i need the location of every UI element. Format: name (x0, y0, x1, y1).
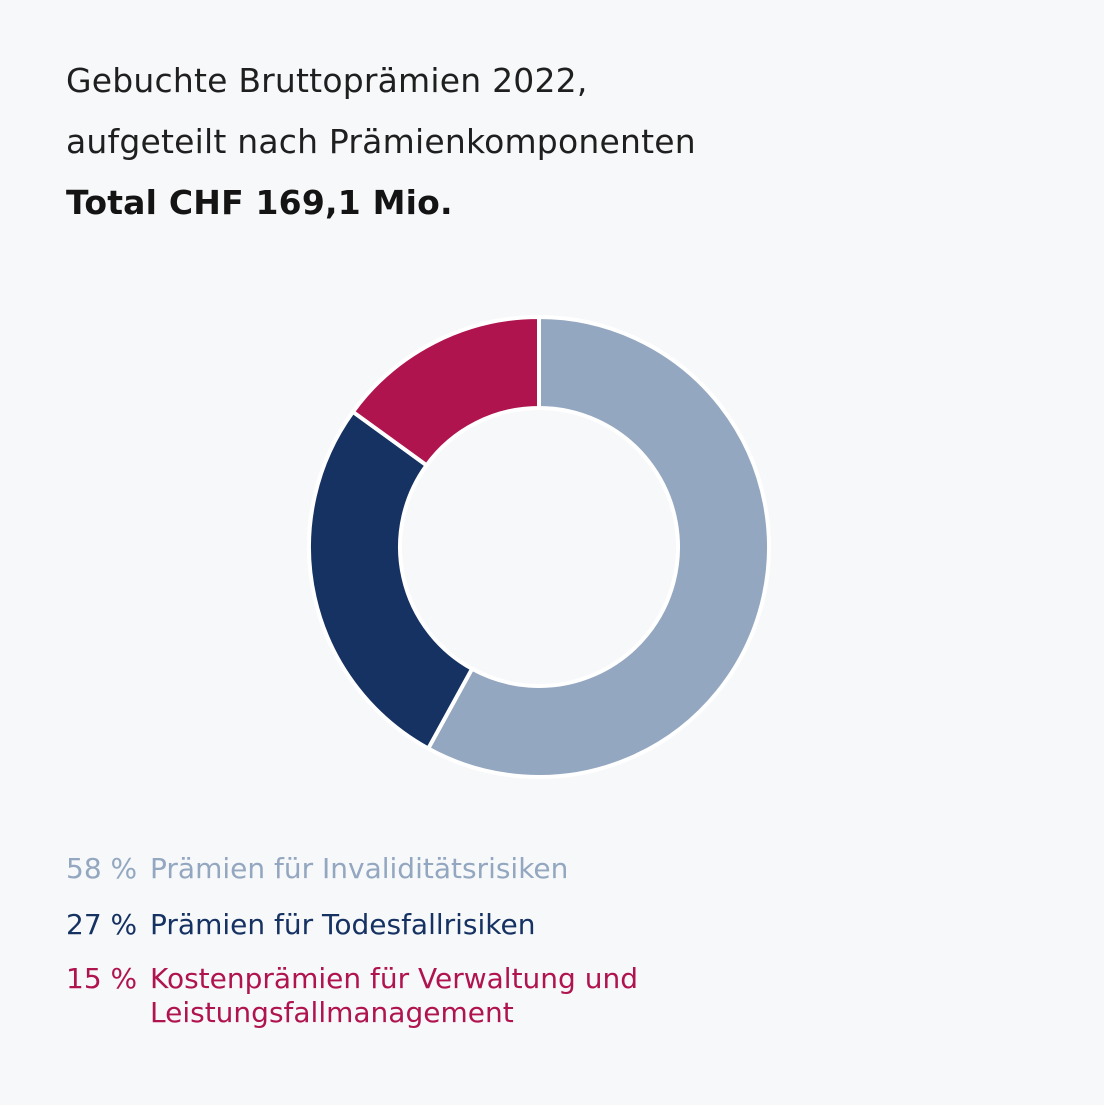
donut-slice-invaliditaet (425, 314, 771, 779)
legend-value: 58 % (66, 852, 138, 885)
chart-subtitle: aufgeteilt nach Prämienkomponenten (66, 122, 696, 161)
legend-value: 27 % (66, 908, 138, 941)
donut-slice-kosten (350, 314, 541, 469)
legend-item-kosten: 15 % Kostenprämien für Verwaltung und Lei… (66, 962, 710, 1030)
legend-label: Prämien für Invaliditätsrisiken (150, 852, 569, 885)
legend-item-todesfall: 27 % Prämien für Todesfallrisiken (66, 901, 710, 949)
legend-label: Prämien für Todesfallrisiken (150, 908, 536, 941)
legend-label: Kostenprämien für Verwaltung und Leistun… (150, 962, 638, 1029)
chart-total: Total CHF 169,1 Mio. (66, 183, 453, 222)
chart-title: Gebuchte Bruttoprämien 2022, (66, 61, 588, 100)
donut-slice-todesfall (307, 409, 475, 752)
legend-item-invaliditaet: 58 % Prämien für Invaliditätsrisiken (66, 845, 710, 893)
legend-value: 15 % (66, 962, 138, 995)
